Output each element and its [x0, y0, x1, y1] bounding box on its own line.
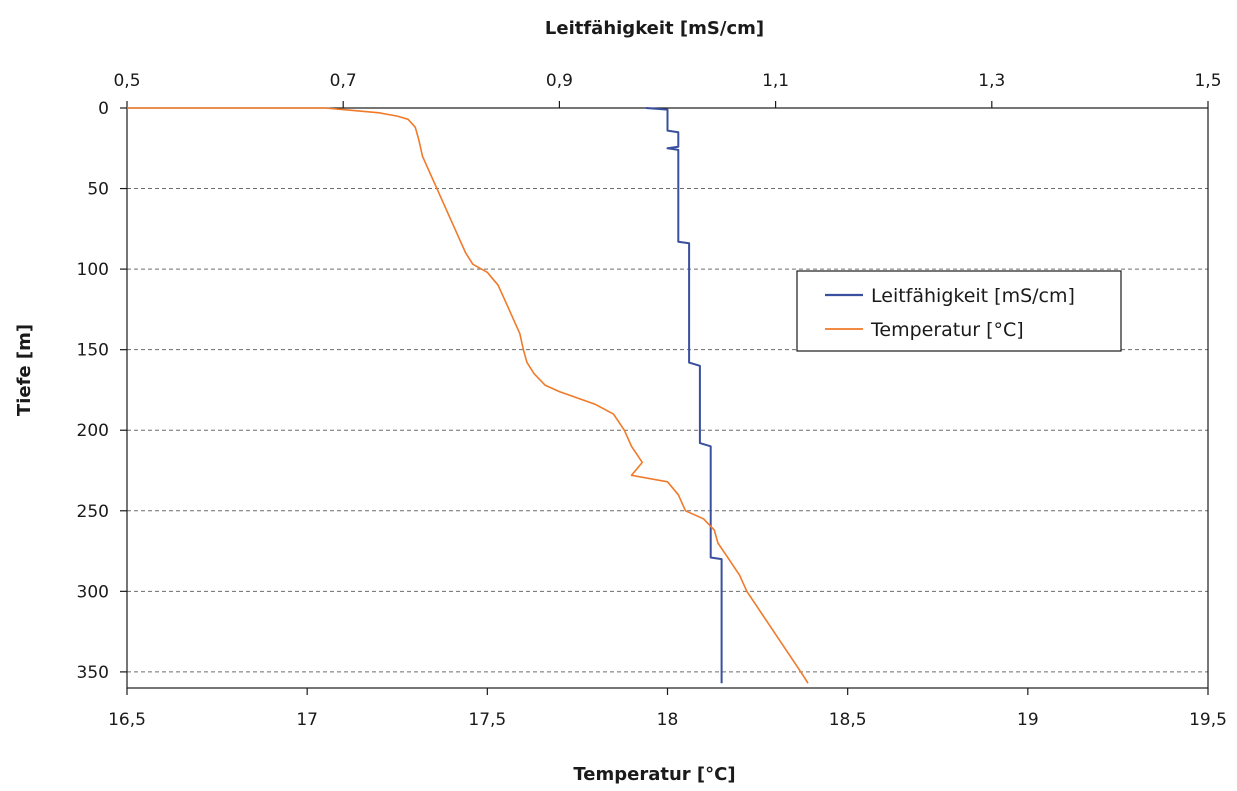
top-tick-label: 1,5 [1194, 71, 1221, 91]
y-tick-label: 50 [87, 180, 109, 200]
bottom-tick-label: 18 [657, 710, 679, 730]
plot-area-border [126, 107, 1209, 689]
y-tick-label: 300 [77, 582, 109, 602]
y-tick-label: 150 [77, 341, 109, 361]
bottom-tick-label: 18,5 [829, 710, 867, 730]
top-tick-label: 0,9 [546, 71, 573, 91]
y-tick-label: 250 [77, 502, 109, 522]
legend-label: Temperatur [°C] [870, 319, 1024, 341]
left-axis-title: Tiefe [m] [14, 324, 35, 416]
y-tick-label: 0 [98, 99, 109, 119]
bottom-tick-label: 19 [1017, 710, 1039, 730]
legend-box [796, 270, 1122, 352]
bottom-tick-label: 16,5 [108, 710, 146, 730]
bottom-tick-label: 17 [296, 710, 318, 730]
top-axis-title: Leitfähigkeit [mS/cm] [545, 18, 764, 39]
y-tick-label: 100 [77, 260, 109, 280]
top-tick-label: 1,3 [978, 71, 1005, 91]
y-tick-label: 350 [77, 663, 109, 683]
series-line-temperatur [127, 107, 809, 684]
bottom-tick-label: 19,5 [1189, 710, 1227, 730]
top-tick-label: 0,7 [330, 71, 357, 91]
bottom-tick-label: 17,5 [468, 710, 506, 730]
y-tick-label: 200 [77, 421, 109, 441]
legend-label: Leitfähigkeit [mS/cm] [871, 285, 1075, 307]
bottom-axis-title: Temperatur [°C] [573, 764, 735, 785]
series-line-leitfaehigkeit [645, 107, 723, 684]
top-tick-label: 1,1 [762, 71, 789, 91]
top-tick-label: 0,5 [113, 71, 140, 91]
